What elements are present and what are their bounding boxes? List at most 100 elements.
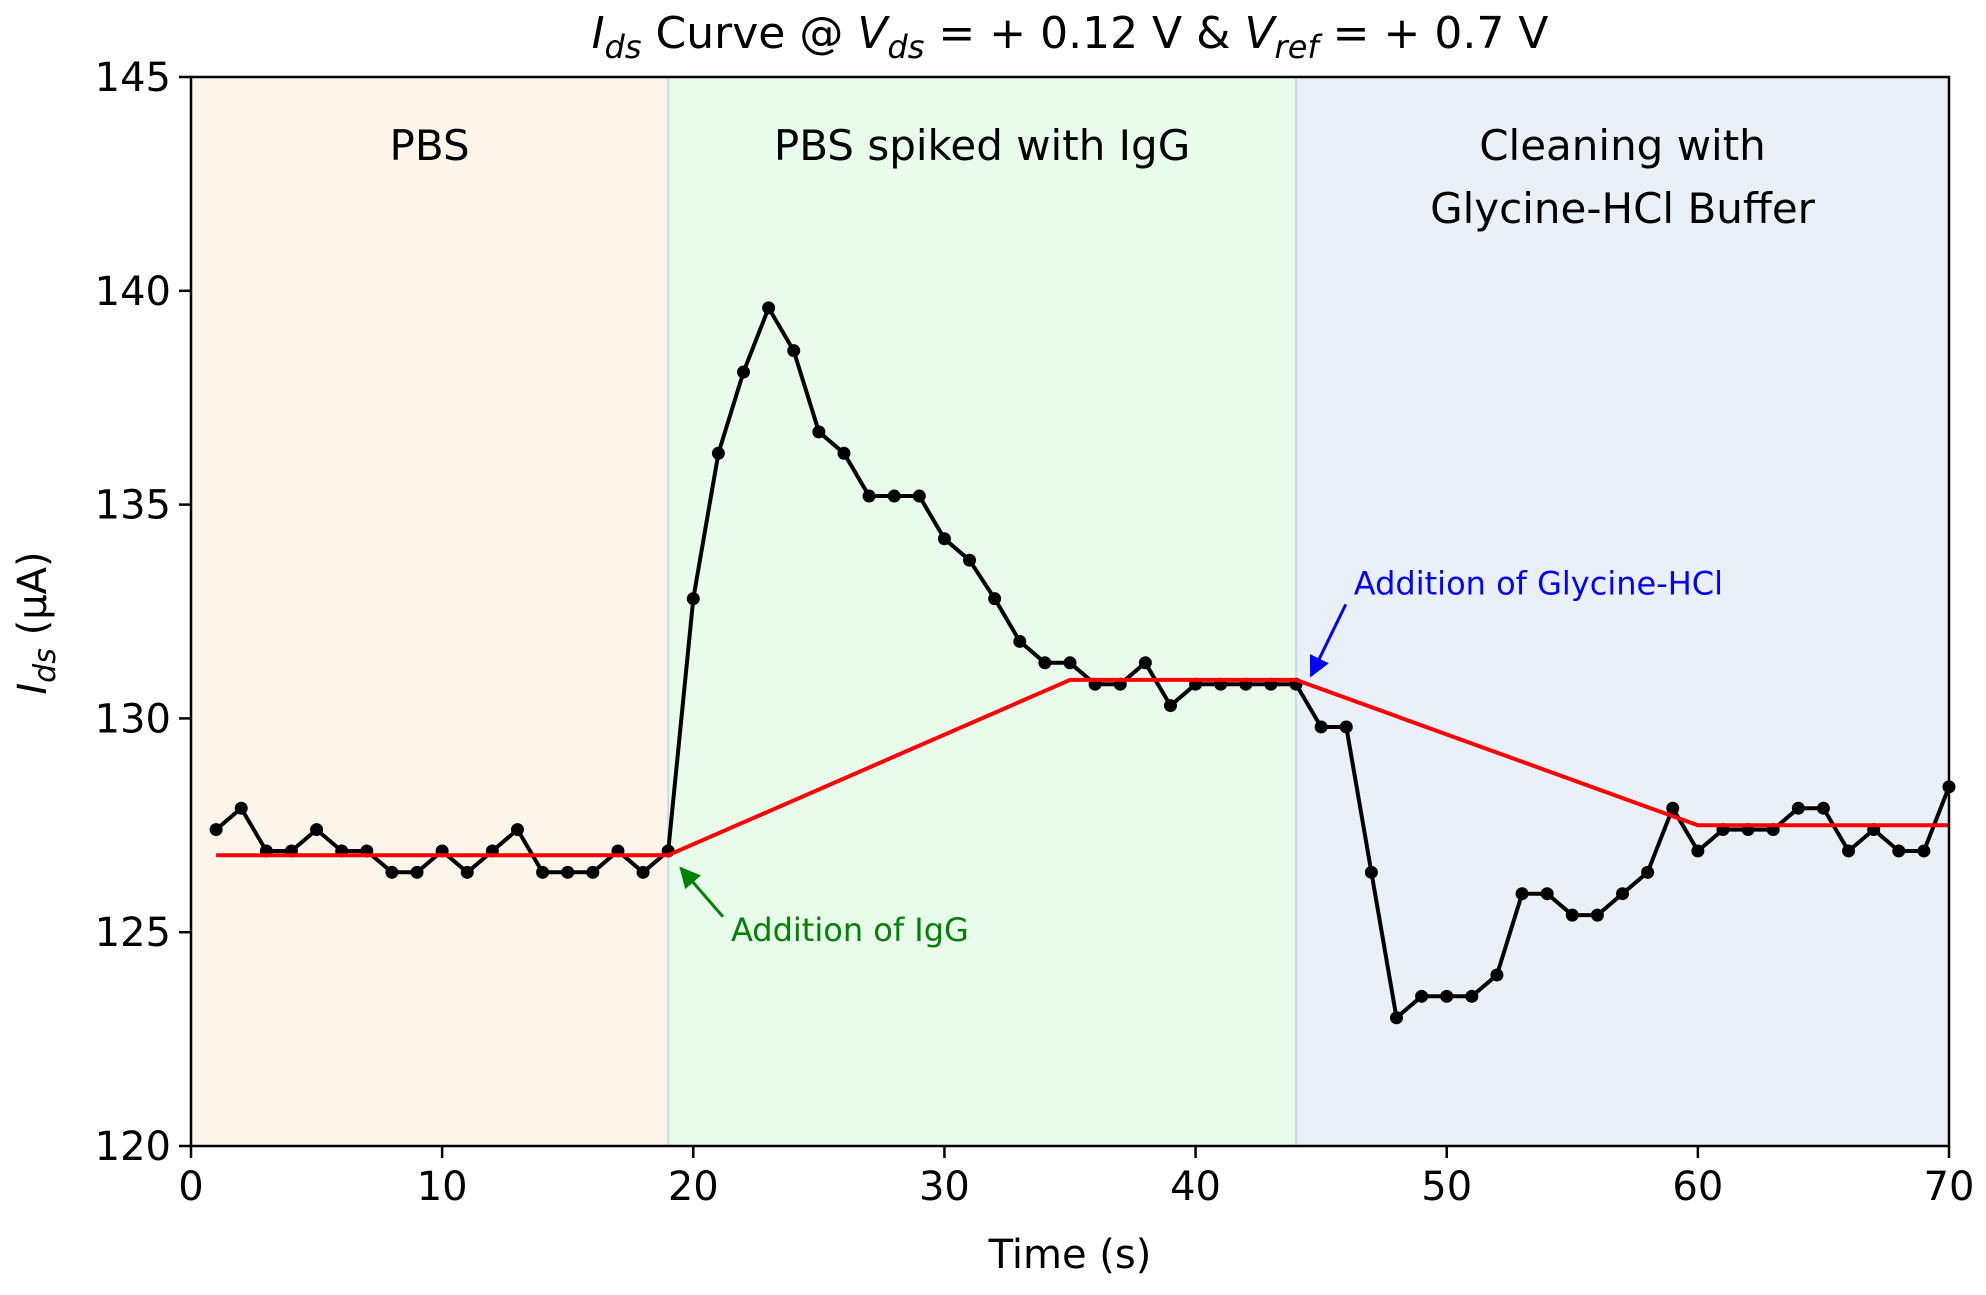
data-point-69	[1917, 844, 1931, 858]
data-point-38	[1138, 656, 1152, 670]
data-point-45	[1314, 720, 1328, 734]
data-point-26	[837, 446, 851, 460]
data-point-22	[737, 365, 751, 379]
region-label-3-line-1: Cleaning with	[1479, 121, 1766, 170]
data-point-11	[460, 865, 474, 879]
data-point-32	[988, 592, 1002, 606]
data-point-9	[410, 865, 424, 879]
data-point-47	[1364, 865, 1378, 879]
y-axis: 120 125 130 135 140 145	[95, 55, 191, 1170]
data-point-21	[711, 446, 725, 460]
x-tick-label-20: 20	[668, 1164, 719, 1210]
annotation-label-2: Addition of Glycine-HCl	[1354, 564, 1723, 602]
chart-title: Ids Curve @ Vds = + 0.12 V & Vref = + 0.…	[592, 8, 1549, 66]
data-point-18	[636, 865, 650, 879]
annotation-arrow-2	[1309, 603, 1348, 678]
title-voltage-symbol-1: V	[857, 8, 890, 59]
annotation-label-1: Addition of IgG	[731, 911, 969, 949]
data-point-55	[1565, 908, 1579, 922]
data-point-30	[937, 532, 951, 546]
data-point-57	[1616, 887, 1630, 901]
data-point-48	[1389, 1011, 1403, 1025]
data-point-56	[1590, 908, 1604, 922]
data-point-24	[787, 344, 801, 358]
y-tick-label-130: 130	[95, 696, 171, 742]
data-point-14	[536, 865, 550, 879]
data-point-50	[1440, 989, 1454, 1003]
region-band-2	[668, 77, 1297, 1146]
title-text-2: = + 0.12 V &	[924, 8, 1244, 59]
data-point-58	[1641, 865, 1655, 879]
data-point-66	[1842, 844, 1856, 858]
data-point-64	[1791, 801, 1805, 815]
y-label-unit: (μA)	[10, 551, 56, 648]
data-point-54	[1540, 887, 1554, 901]
measurement-line	[214, 305, 1951, 1020]
annotations-layer: Addition of IgG Addition of Glycine-HCl	[679, 564, 1723, 949]
data-point-8	[385, 865, 399, 879]
x-tick-label-0: 0	[178, 1164, 203, 1210]
data-point-59	[1666, 801, 1680, 815]
region-band-1	[191, 77, 669, 1146]
data-point-39	[1163, 699, 1177, 713]
data-point-20	[686, 592, 700, 606]
title-text-1: Curve @	[642, 8, 858, 59]
data-point-23	[762, 301, 776, 315]
data-point-51	[1465, 989, 1479, 1003]
data-point-13	[510, 823, 524, 837]
data-point-49	[1415, 989, 1429, 1003]
regions-layer	[191, 77, 1949, 1146]
annotation-arrow-1	[679, 866, 725, 918]
x-tick-label-70: 70	[1924, 1164, 1975, 1210]
y-tick-label-120: 120	[95, 1124, 171, 1170]
data-point-34	[1038, 656, 1052, 670]
title-voltage-symbol-2: V	[1244, 8, 1277, 59]
data-point-68	[1892, 844, 1906, 858]
title-current-symbol: I	[592, 8, 605, 59]
title-voltage-subscript-2: ref	[1275, 28, 1324, 66]
region-band-3	[1296, 77, 1949, 1146]
region-label-3-line-2: Glycine-HCl Buffer	[1430, 184, 1816, 233]
y-tick-label-145: 145	[95, 55, 171, 101]
region-label-2-line-1: PBS spiked with IgG	[774, 121, 1190, 170]
data-point-46	[1339, 720, 1353, 734]
y-tick-label-135: 135	[95, 483, 171, 529]
data-point-16	[586, 865, 600, 879]
plot-frame	[189, 75, 1951, 1148]
data-point-60	[1691, 844, 1705, 858]
x-tick-label-60: 60	[1672, 1164, 1723, 1210]
x-tick-label-10: 10	[417, 1164, 468, 1210]
x-axis-label: Time (s)	[988, 1232, 1152, 1278]
data-point-35	[1063, 656, 1077, 670]
data-point-29	[912, 489, 926, 503]
trend-line	[216, 677, 1949, 858]
data-point-5	[310, 823, 324, 837]
data-point-1	[209, 823, 223, 837]
data-point-25	[812, 425, 826, 439]
series-layer	[209, 301, 1956, 1025]
y-label-symbol: I	[10, 683, 56, 695]
x-tick-label-40: 40	[1170, 1164, 1221, 1210]
y-tick-label-125: 125	[95, 910, 171, 956]
data-point-53	[1515, 887, 1529, 901]
y-tick-label-140: 140	[95, 269, 171, 315]
x-axis: 0 10 20 30 40 50 60 70	[178, 1146, 1974, 1210]
region-labels-layer: PBS PBS spiked with IgG Cleaning with Glyci…	[390, 121, 1816, 233]
region-label-1-line-1: PBS	[390, 121, 470, 170]
data-point-52	[1490, 968, 1504, 982]
data-point-65	[1816, 801, 1830, 815]
data-point-27	[862, 489, 876, 503]
y-label-subscript: ds	[28, 648, 63, 683]
data-point-28	[887, 489, 901, 503]
data-point-31	[963, 553, 977, 567]
x-tick-label-30: 30	[919, 1164, 970, 1210]
x-tick-label-50: 50	[1421, 1164, 1472, 1210]
data-point-2	[234, 801, 248, 815]
data-point-33	[1013, 634, 1027, 648]
title-voltage-subscript-1: ds	[887, 28, 924, 66]
y-axis-label: Ids (μA)	[10, 551, 63, 694]
title-text-3: = + 0.7 V	[1319, 8, 1549, 59]
data-point-15	[561, 865, 575, 879]
